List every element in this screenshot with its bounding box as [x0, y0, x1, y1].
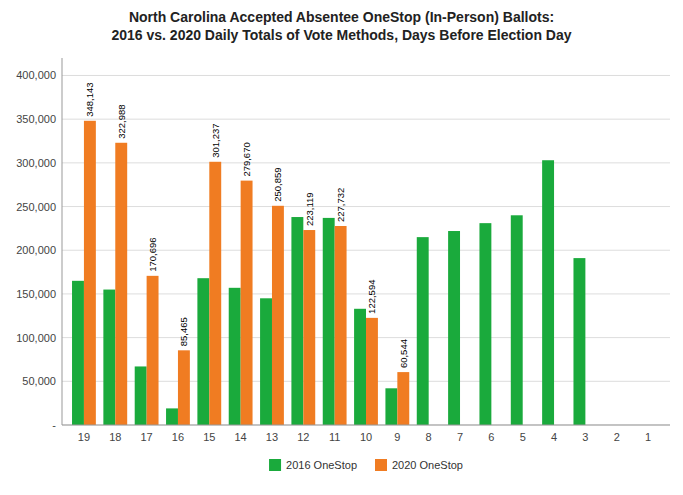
- x-tick-label: 18: [109, 431, 121, 443]
- bar: [448, 231, 460, 425]
- legend-label: 2020 OneStop: [392, 459, 463, 471]
- x-axis: 19 18 17 16 15 14 13 12 11 10 9 8 7 6 5 4 3 2 1: [78, 431, 651, 443]
- data-label: 250,859: [272, 167, 283, 201]
- bar: [147, 276, 159, 425]
- bar: [291, 217, 303, 425]
- bar: [397, 372, 409, 425]
- x-tick-label: 3: [582, 431, 588, 443]
- data-labels: 348,143 322,988 170,696 85,465 301,237 279,67…: [84, 82, 408, 368]
- grid-line: [62, 425, 670, 426]
- y-tick-label: -: [52, 419, 56, 431]
- x-tick-label: 17: [140, 431, 152, 443]
- legend-item: 2020 OneStop: [375, 459, 463, 471]
- x-axis-line: [62, 425, 670, 426]
- y-axis: - 50,000 100,000 150,000 200,000 250,000 300,0…: [16, 69, 670, 431]
- bar: [72, 281, 84, 425]
- bar: [84, 121, 96, 425]
- x-tick-label: 12: [297, 431, 309, 443]
- bar: [417, 237, 429, 425]
- x-tick-label: 1: [645, 431, 651, 443]
- bar: [511, 215, 523, 425]
- legend-label: 2016 OneStop: [286, 459, 357, 471]
- bar: [241, 181, 253, 425]
- bars: [72, 121, 585, 425]
- bar: [103, 290, 115, 425]
- x-tick-label: 13: [266, 431, 278, 443]
- legend-swatch: [269, 459, 281, 471]
- data-label: 279,670: [241, 142, 252, 176]
- bar: [260, 298, 272, 425]
- x-tick-label: 6: [488, 431, 494, 443]
- legend-item: 2016 OneStop: [269, 459, 357, 471]
- bar: [323, 218, 335, 425]
- grid-line: [62, 162, 670, 163]
- x-tick-label: 14: [235, 431, 247, 443]
- y-tick-label: 300,000: [16, 157, 56, 169]
- grid-line: [62, 119, 670, 120]
- data-label: 122,594: [366, 280, 377, 314]
- data-label: 301,237: [210, 123, 221, 157]
- bar: [479, 223, 491, 425]
- bar: [272, 206, 284, 425]
- y-axis-line: [62, 58, 63, 425]
- y-tick-label: 100,000: [16, 332, 56, 344]
- data-label: 60,544: [398, 339, 409, 368]
- x-tick-label: 9: [394, 431, 400, 443]
- data-label: 170,696: [147, 238, 158, 272]
- title: North Carolina Accepted Absentee OneStop…: [111, 9, 571, 43]
- bar: [573, 258, 585, 425]
- x-tick-label: 4: [551, 431, 557, 443]
- y-tick-label: 250,000: [16, 201, 56, 213]
- y-tick-label: 200,000: [16, 244, 56, 256]
- x-tick-label: 7: [457, 431, 463, 443]
- bar: [366, 318, 378, 425]
- y-tick-label: 350,000: [16, 113, 56, 125]
- x-tick-label: 16: [172, 431, 184, 443]
- y-tick-label: 50,000: [22, 375, 56, 387]
- x-tick-label: 15: [203, 431, 215, 443]
- bar: [335, 226, 347, 425]
- bar: [178, 350, 190, 425]
- data-label: 223,119: [304, 192, 315, 226]
- x-tick-label: 19: [78, 431, 90, 443]
- y-tick-label: 400,000: [16, 69, 56, 81]
- bar: [229, 288, 241, 425]
- bar: [209, 162, 221, 425]
- bar: [135, 366, 147, 425]
- chart: North Carolina Accepted Absentee OneStop…: [0, 0, 683, 495]
- y-tick-label: 150,000: [16, 288, 56, 300]
- grid-line: [62, 206, 670, 207]
- legend: 2016 OneStop 2020 OneStop: [269, 459, 463, 471]
- data-label: 227,732: [335, 188, 346, 222]
- x-tick-label: 2: [614, 431, 620, 443]
- x-tick-label: 8: [426, 431, 432, 443]
- x-tick-label: 10: [360, 431, 372, 443]
- bar: [354, 309, 366, 425]
- bar: [115, 143, 127, 425]
- x-tick-label: 11: [329, 431, 340, 443]
- grid-line: [62, 75, 670, 76]
- data-label: 85,465: [178, 317, 189, 346]
- bar: [166, 408, 178, 425]
- data-label: 322,988: [116, 104, 127, 138]
- bar: [197, 278, 209, 425]
- x-tick-label: 5: [520, 431, 526, 443]
- bar: [385, 388, 397, 425]
- bar: [542, 160, 554, 425]
- bar: [303, 230, 315, 425]
- legend-swatch: [375, 459, 387, 471]
- data-label: 348,143: [84, 82, 95, 116]
